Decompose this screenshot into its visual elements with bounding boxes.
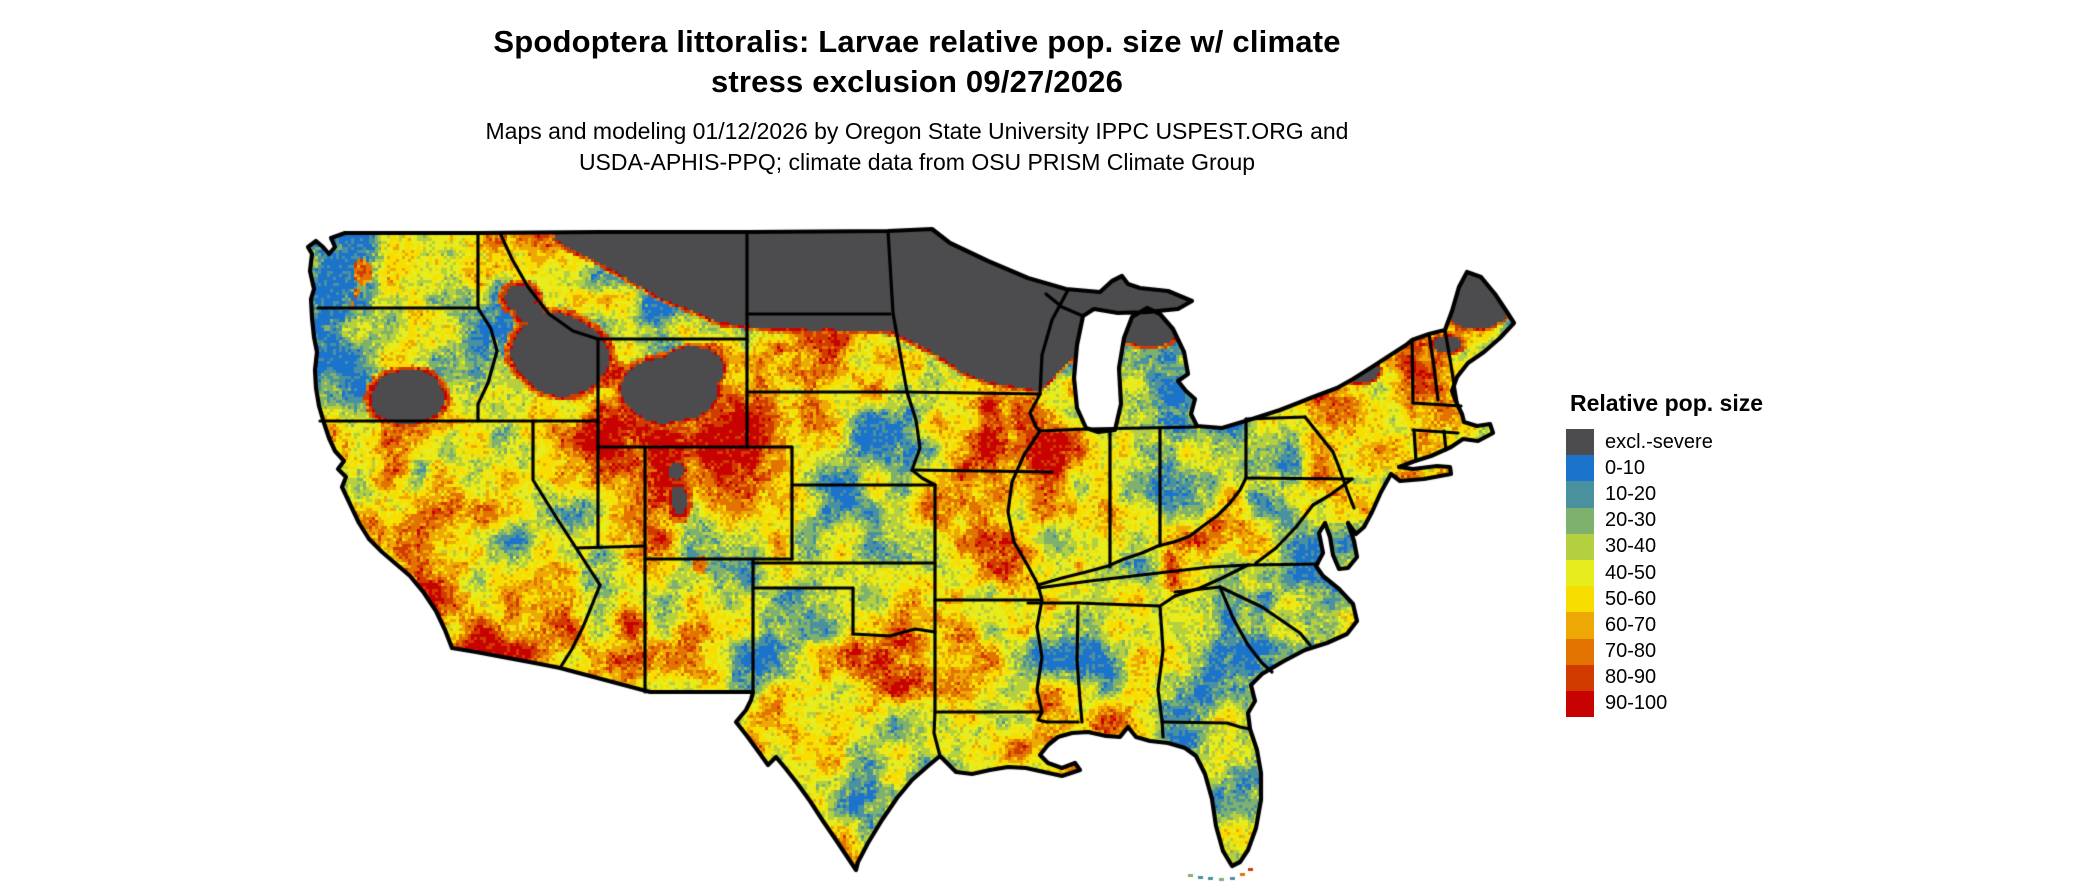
legend-label: 0-10 — [1605, 456, 1646, 479]
legend-item: 70-80 — [1566, 638, 1763, 665]
legend: Relative pop. size excl.-severe 0-10 10-20… — [1566, 390, 1764, 718]
legend-item: 60-70 — [1566, 612, 1763, 639]
legend-swatch — [1566, 690, 1594, 718]
legend-item: 20-30 — [1566, 507, 1763, 534]
legend-label: 90-100 — [1605, 692, 1668, 715]
legend-label: 80-90 — [1605, 666, 1657, 689]
legend-label: 70-80 — [1605, 640, 1657, 663]
legend-swatch — [1566, 559, 1594, 587]
legend-swatch — [1566, 664, 1594, 691]
legend-item: 40-50 — [1566, 559, 1763, 587]
legend-swatch — [1566, 533, 1594, 560]
legend-swatch — [1566, 586, 1594, 613]
legend-swatch — [1566, 455, 1594, 482]
legend-item: 30-40 — [1566, 533, 1763, 560]
legend-swatch — [1566, 429, 1594, 456]
legend-title: Relative pop. size — [1570, 390, 1764, 416]
legend-label: 60-70 — [1605, 613, 1657, 636]
legend-item: 50-60 — [1566, 586, 1763, 613]
legend-item: excl.-severe — [1566, 429, 1763, 456]
legend-item: 0-10 — [1566, 455, 1763, 482]
legend-label: 10-20 — [1605, 482, 1657, 505]
legend-item: 80-90 — [1566, 664, 1763, 691]
legend-swatch — [1566, 638, 1594, 665]
legend-swatch — [1566, 481, 1594, 508]
legend-label: 20-30 — [1605, 509, 1657, 532]
legend-swatch — [1566, 507, 1594, 534]
legend-item: 10-20 — [1566, 481, 1763, 508]
legend-label: 40-50 — [1605, 561, 1657, 584]
legend-label: 50-60 — [1605, 587, 1657, 610]
legend-rows: excl.-severe 0-10 10-20 20-30 30-40 40-50 50-6… — [1566, 429, 1763, 718]
legend-label: 30-40 — [1605, 535, 1657, 558]
legend-swatch — [1566, 612, 1594, 639]
legend-label: excl.-severe — [1605, 430, 1713, 453]
legend-item: 90-100 — [1566, 690, 1763, 718]
